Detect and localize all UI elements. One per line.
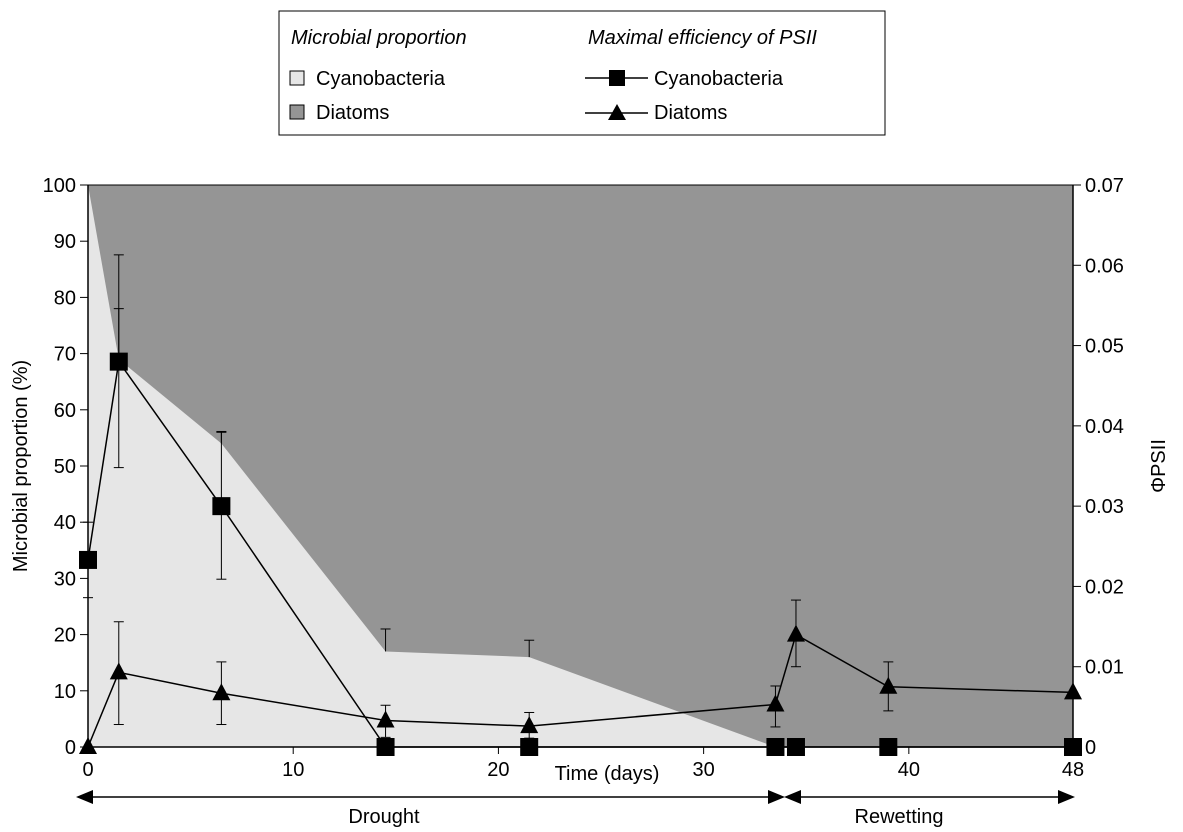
y-left-tick-label: 10 xyxy=(54,681,76,703)
legend-label-area-diatoms: Diatoms xyxy=(316,102,389,124)
legend-label-line-cyanobacteria: Cyanobacteria xyxy=(654,68,784,90)
y-right-tick-label: 0 xyxy=(1085,737,1096,759)
y-right-tick-label: 0.05 xyxy=(1085,336,1124,358)
x-tick-label: 10 xyxy=(282,759,304,781)
y-axis-left-label: Microbial proportion (%) xyxy=(10,360,32,572)
legend-swatch-cyanobacteria xyxy=(289,70,305,86)
point-cyanobacteria xyxy=(109,352,128,371)
point-diatoms xyxy=(109,662,128,680)
y-right-tick-label: 0.02 xyxy=(1085,576,1124,598)
legend-swatch-diatoms xyxy=(289,104,305,120)
drought-arrow-right-head xyxy=(768,790,785,804)
point-diatoms xyxy=(786,624,805,642)
line-series-diatoms xyxy=(79,599,1082,754)
y-left-tick-label: 40 xyxy=(54,512,76,534)
drought-label: Drought xyxy=(348,806,420,828)
y-right-tick-label: 0.01 xyxy=(1085,657,1124,679)
point-diatoms xyxy=(766,694,785,712)
rewetting-arrow-right-head xyxy=(1058,790,1075,804)
x-tick-label: 40 xyxy=(898,759,920,781)
rewetting-label: Rewetting xyxy=(855,806,944,828)
legend-label-area-cyanobacteria: Cyanobacteria xyxy=(316,68,446,90)
axes-layer xyxy=(80,184,1081,754)
point-cyanobacteria xyxy=(212,497,231,516)
x-tick-label: 48 xyxy=(1062,759,1084,781)
x-tick-label: 20 xyxy=(487,759,509,781)
y-left-tick-label: 20 xyxy=(54,625,76,647)
y-left-tick-label: 0 xyxy=(65,737,76,759)
x-axis-label: Time (days) xyxy=(555,763,660,785)
x-tick-label: 30 xyxy=(693,759,715,781)
tick-labels: 010203040506070809010000.010.020.030.040… xyxy=(43,175,1124,781)
y-left-tick-label: 80 xyxy=(54,287,76,309)
legend-box xyxy=(278,10,886,136)
point-diatoms xyxy=(376,710,395,728)
legend-label-line-diatoms: Diatoms xyxy=(654,102,727,124)
stacked-area-layer xyxy=(88,185,1073,747)
legend-triangle-marker-icon xyxy=(608,104,626,120)
x-tick-label: 0 xyxy=(82,759,93,781)
legend: Microbial proportion Maximal efficiency … xyxy=(278,10,886,136)
y-left-tick-label: 70 xyxy=(54,344,76,366)
legend-group-title-psii: Maximal efficiency of PSII xyxy=(588,27,817,49)
y-right-tick-label: 0.07 xyxy=(1085,175,1124,197)
point-diatoms xyxy=(212,683,231,701)
y-left-tick-label: 100 xyxy=(43,175,76,197)
y-right-tick-label: 0.06 xyxy=(1085,255,1124,277)
point-diatoms xyxy=(520,716,539,734)
point-diatoms xyxy=(879,676,898,694)
y-left-tick-label: 90 xyxy=(54,231,76,253)
y-axis-right-label: ΦPSII xyxy=(1148,439,1170,493)
y-right-tick-label: 0.04 xyxy=(1085,416,1124,438)
y-right-tick-label: 0.03 xyxy=(1085,496,1124,518)
rewetting-arrow-left-head xyxy=(784,790,801,804)
phase-annotations: Drought Rewetting xyxy=(76,790,1075,828)
y-left-tick-label: 50 xyxy=(54,456,76,478)
legend-group-title-proportion: Microbial proportion xyxy=(291,27,467,49)
y-left-tick-label: 60 xyxy=(54,400,76,422)
y-left-tick-label: 30 xyxy=(54,568,76,590)
area-cyanobacteria xyxy=(88,185,1073,747)
legend-square-marker-icon xyxy=(609,70,625,86)
drought-arrow-left-head xyxy=(76,790,93,804)
